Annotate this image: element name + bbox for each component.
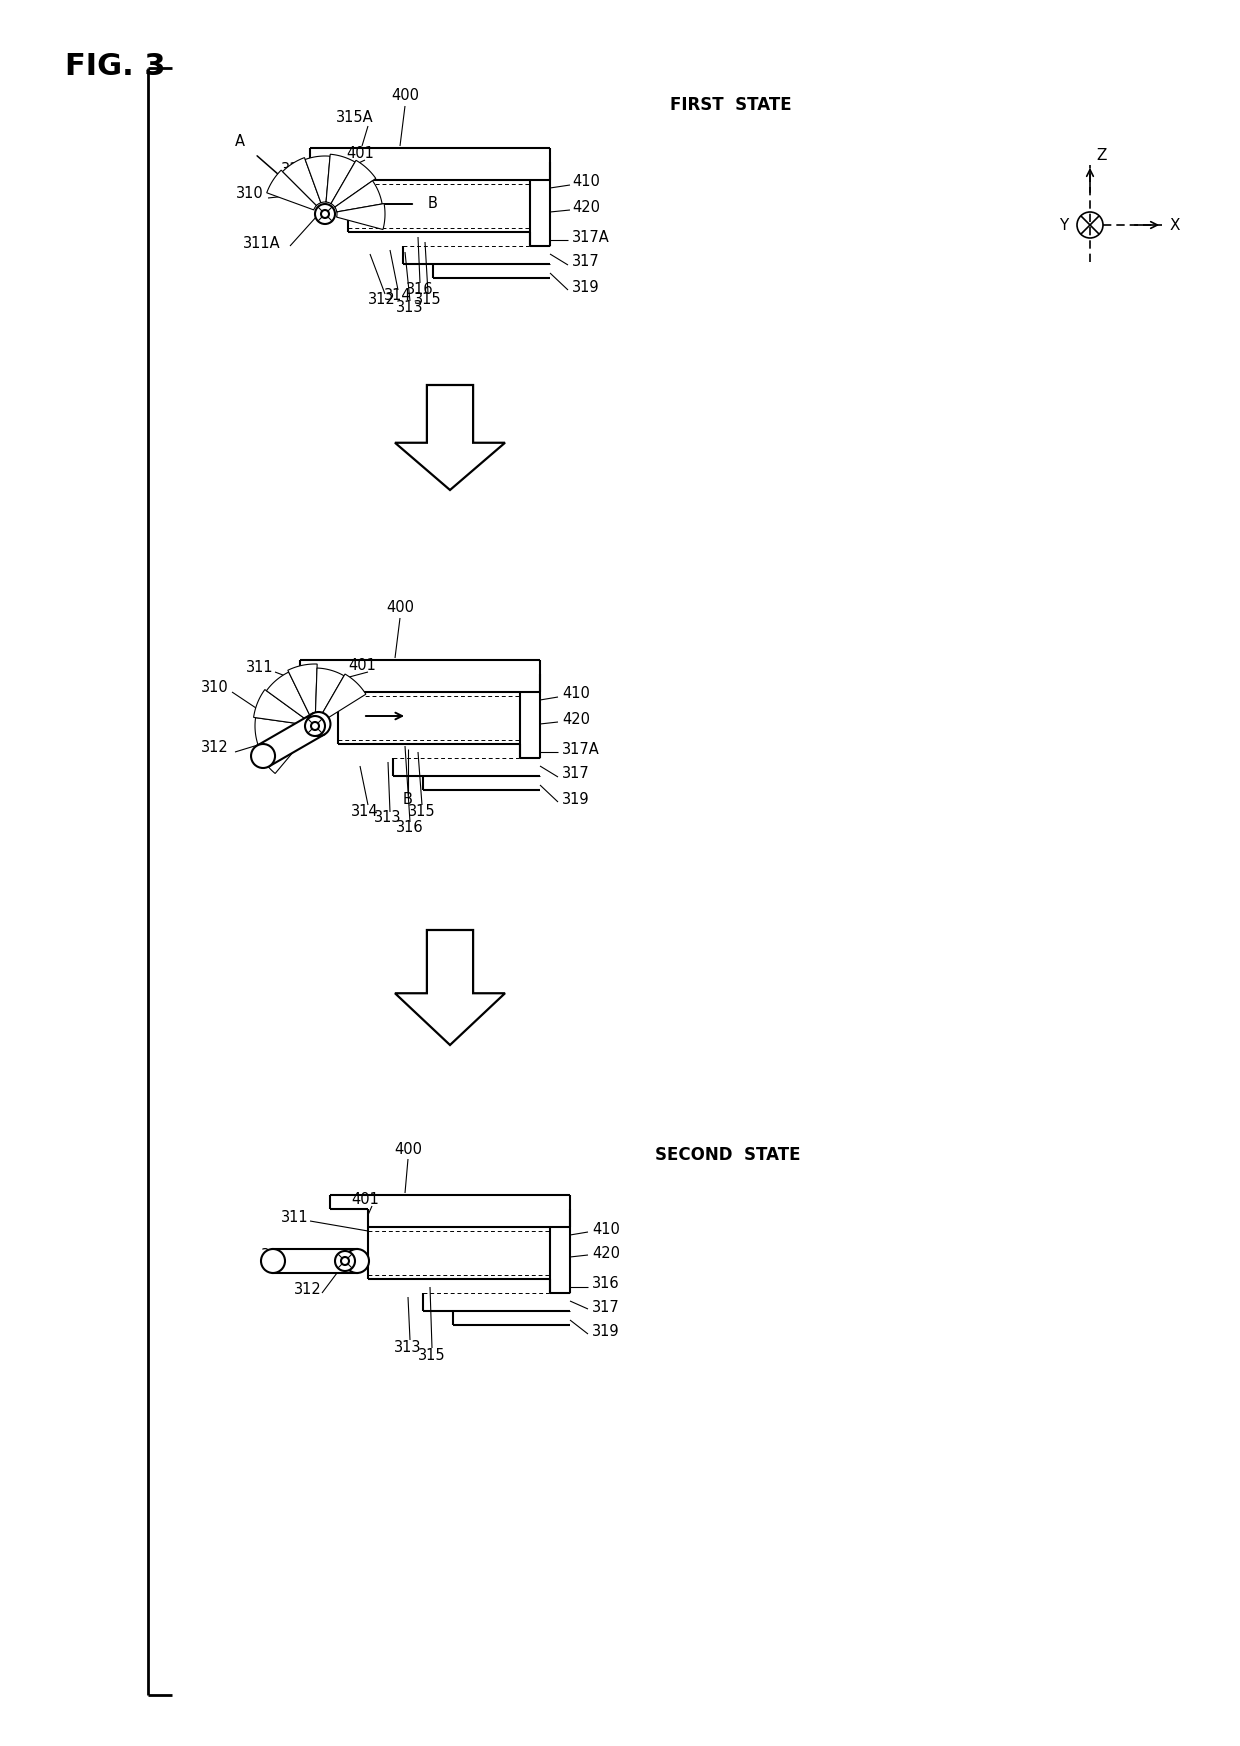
- Polygon shape: [255, 718, 304, 747]
- Text: B: B: [403, 793, 413, 807]
- Text: 311: 311: [281, 1210, 309, 1224]
- Circle shape: [341, 1257, 348, 1266]
- Text: 319: 319: [572, 279, 600, 295]
- Text: 315A: 315A: [336, 110, 373, 126]
- Text: 312: 312: [201, 740, 229, 756]
- Text: 317: 317: [562, 766, 590, 782]
- Text: 400: 400: [394, 1142, 422, 1158]
- Text: 315: 315: [408, 805, 435, 819]
- Polygon shape: [258, 730, 308, 773]
- Polygon shape: [288, 663, 317, 716]
- Text: 313: 313: [397, 300, 424, 316]
- Circle shape: [306, 712, 331, 737]
- Polygon shape: [326, 154, 355, 204]
- Circle shape: [315, 204, 335, 223]
- Polygon shape: [315, 669, 343, 716]
- Text: 410: 410: [591, 1222, 620, 1236]
- Text: 410: 410: [562, 686, 590, 702]
- Text: 317: 317: [591, 1299, 620, 1315]
- Circle shape: [321, 210, 329, 218]
- Circle shape: [1078, 211, 1104, 237]
- Text: 316: 316: [397, 821, 424, 836]
- Circle shape: [305, 716, 325, 737]
- Polygon shape: [336, 204, 384, 229]
- Text: B: B: [428, 197, 438, 211]
- Text: 317A: 317A: [562, 742, 600, 756]
- Polygon shape: [321, 674, 366, 719]
- Circle shape: [260, 1248, 285, 1273]
- Text: 420: 420: [572, 201, 600, 215]
- Text: 316: 316: [591, 1276, 620, 1292]
- Polygon shape: [305, 155, 330, 203]
- Text: 401: 401: [351, 1191, 379, 1206]
- Text: 311: 311: [281, 162, 309, 178]
- Polygon shape: [267, 672, 310, 719]
- Text: 314: 314: [384, 288, 412, 304]
- Text: 313: 313: [374, 810, 402, 826]
- Text: 310: 310: [236, 185, 264, 201]
- Polygon shape: [283, 157, 321, 206]
- Text: FIG. 3: FIG. 3: [64, 52, 165, 80]
- Text: A: A: [236, 134, 246, 150]
- Text: 310: 310: [201, 681, 229, 695]
- Text: 310: 310: [262, 1247, 289, 1262]
- Text: 420: 420: [562, 712, 590, 728]
- Circle shape: [335, 1250, 355, 1271]
- Text: 311A: 311A: [243, 236, 280, 250]
- Polygon shape: [335, 182, 382, 211]
- Text: 400: 400: [386, 601, 414, 616]
- Text: 420: 420: [591, 1245, 620, 1261]
- Text: 311: 311: [247, 660, 274, 676]
- Text: 410: 410: [572, 175, 600, 190]
- Text: 401: 401: [348, 658, 376, 672]
- Circle shape: [250, 744, 275, 768]
- Text: 317A: 317A: [572, 229, 610, 244]
- Polygon shape: [396, 386, 505, 491]
- Text: Z: Z: [1097, 147, 1107, 162]
- Text: Y: Y: [1059, 218, 1068, 232]
- Polygon shape: [331, 161, 376, 208]
- Polygon shape: [273, 1248, 357, 1273]
- Polygon shape: [396, 931, 505, 1046]
- Text: 315: 315: [414, 293, 441, 307]
- Text: 319: 319: [591, 1323, 620, 1339]
- Text: 315: 315: [418, 1348, 446, 1362]
- Text: 316: 316: [407, 283, 434, 297]
- Text: X: X: [1169, 218, 1180, 232]
- Text: 317: 317: [572, 255, 600, 269]
- Polygon shape: [267, 169, 316, 210]
- Polygon shape: [257, 714, 325, 766]
- Circle shape: [345, 1248, 370, 1273]
- Text: 312: 312: [294, 1283, 322, 1297]
- Polygon shape: [254, 690, 305, 725]
- Text: 313: 313: [394, 1339, 422, 1355]
- Text: 401: 401: [346, 145, 374, 161]
- Text: 312: 312: [368, 293, 396, 307]
- Circle shape: [311, 723, 319, 730]
- Text: FIRST  STATE: FIRST STATE: [670, 96, 791, 113]
- Text: SECOND  STATE: SECOND STATE: [655, 1145, 801, 1165]
- Text: 400: 400: [391, 89, 419, 103]
- Text: 314: 314: [351, 805, 378, 819]
- Text: 319: 319: [562, 791, 590, 807]
